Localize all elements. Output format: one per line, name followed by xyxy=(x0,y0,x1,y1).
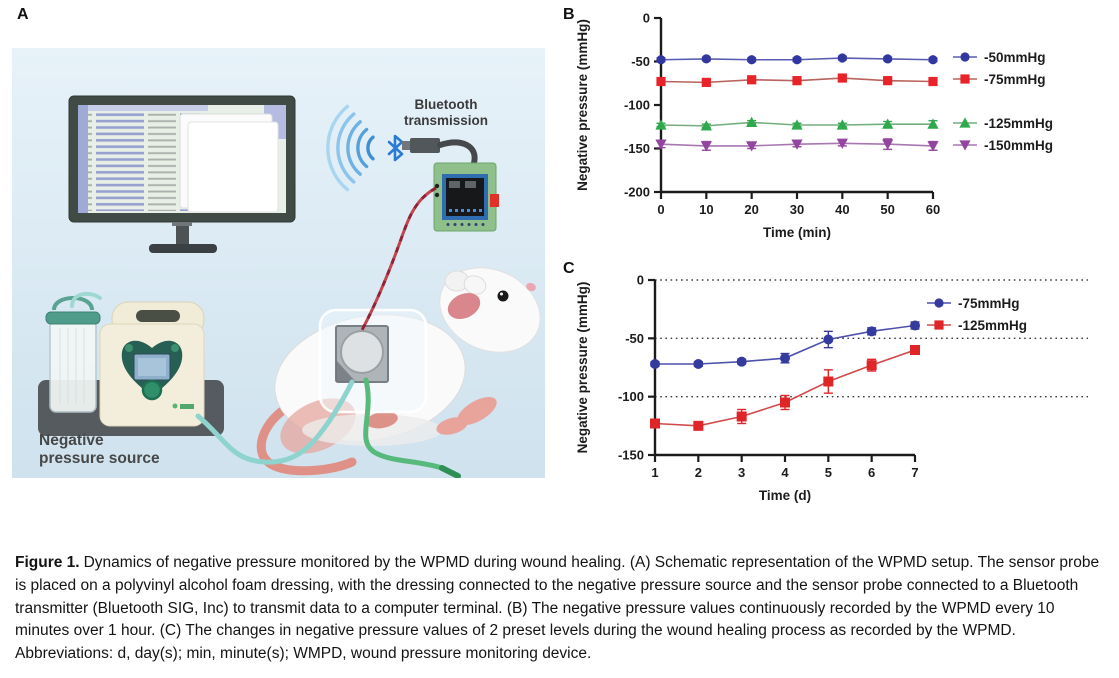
computer-monitor xyxy=(68,95,296,253)
series--75mmHg xyxy=(650,320,920,369)
spreadsheet-row-header xyxy=(78,105,88,213)
rat-nose xyxy=(526,282,536,292)
canister-lid xyxy=(45,311,101,325)
svg-text:-200: -200 xyxy=(624,185,650,200)
svg-text:30: 30 xyxy=(790,202,804,217)
svg-text:Time (min): Time (min) xyxy=(763,225,831,240)
bluetooth-signal-arcs-icon xyxy=(326,104,375,192)
svg-text:-75mmHg: -75mmHg xyxy=(958,296,1020,311)
axes: 0 -50 -100 -150 1 2 3 4 5 6 7 Time (d) Negative pres… xyxy=(575,273,919,504)
rat-inner-ear xyxy=(447,292,481,320)
schematic-svg: Bluetooth transmission xyxy=(12,48,545,479)
caption-body: Dynamics of negative pressure monitored … xyxy=(15,554,1100,663)
bluetooth-label-line1: Bluetooth xyxy=(415,97,478,112)
figure-caption: Figure 1. Dynamics of negative pressure m… xyxy=(15,552,1112,666)
series--50mmHg xyxy=(656,53,938,65)
legend-item--125mmHg: -125mmHg xyxy=(927,318,1027,333)
panel-a-illustration: Bluetooth transmission xyxy=(12,48,545,479)
axes: 0 -50 -100 -150 -200 0 10 20 30 40 50 60 Time (min) N… xyxy=(575,11,940,241)
svg-text:-100: -100 xyxy=(624,98,650,113)
svg-text:-125mmHg: -125mmHg xyxy=(984,116,1053,131)
svg-text:-150: -150 xyxy=(618,448,644,463)
source-label-line2: pressure source xyxy=(39,450,160,467)
collection-canister xyxy=(45,291,102,413)
usb-cable xyxy=(437,139,478,166)
svg-text:2: 2 xyxy=(695,465,702,480)
svg-text:4: 4 xyxy=(781,465,789,480)
monitor-pole xyxy=(176,226,189,245)
panel-c-label: C xyxy=(563,260,575,277)
rat-eye xyxy=(497,290,509,302)
svg-text:-50: -50 xyxy=(625,331,644,346)
monitor-base xyxy=(149,244,217,253)
bluetooth-transmitter-board xyxy=(433,162,499,232)
legend-item--125mmHg: -125mmHg xyxy=(953,116,1053,131)
svg-text:5: 5 xyxy=(825,465,832,480)
drain-tube-tip xyxy=(439,465,461,479)
sensor-probe xyxy=(340,330,384,374)
svg-text:-50mmHg: -50mmHg xyxy=(984,50,1046,65)
svg-text:-75mmHg: -75mmHg xyxy=(984,72,1046,87)
document-window-front xyxy=(187,121,279,213)
svg-text:-150: -150 xyxy=(624,141,650,156)
panel-b-label: B xyxy=(563,6,575,23)
svg-text:0: 0 xyxy=(637,273,644,288)
usb-dongle xyxy=(402,138,478,166)
board-red-chip xyxy=(490,194,499,207)
svg-text:60: 60 xyxy=(926,202,940,217)
bluetooth-icon xyxy=(387,134,404,162)
source-label-line1: Negative xyxy=(39,432,104,449)
svg-text:10: 10 xyxy=(699,202,713,217)
legend-item--75mmHg: -75mmHg xyxy=(927,296,1020,311)
device-button-right xyxy=(171,344,179,352)
chart-b: 0 -50 -100 -150 -200 0 10 20 30 40 50 60 Time (min) N… xyxy=(575,11,1053,241)
caption-tag: Figure 1. xyxy=(15,554,80,571)
legend-item--75mmHg: -75mmHg xyxy=(953,72,1046,87)
svg-text:-125mmHg: -125mmHg xyxy=(958,318,1027,333)
series--125mmHg xyxy=(650,345,920,431)
monitor-neck xyxy=(172,222,192,226)
svg-text:Negative pressure (mmHg): Negative pressure (mmHg) xyxy=(575,19,590,191)
svg-text:0: 0 xyxy=(657,202,664,217)
svg-text:40: 40 xyxy=(835,202,849,217)
svg-text:Time (d): Time (d) xyxy=(759,488,811,503)
svg-text:3: 3 xyxy=(738,465,745,480)
sensor-wire xyxy=(360,186,437,331)
device-button-left xyxy=(125,344,133,352)
legend-item--50mmHg: -50mmHg xyxy=(953,50,1046,65)
drain-tube xyxy=(363,377,445,471)
series--150mmHg xyxy=(655,138,939,152)
device-knob xyxy=(141,379,163,401)
svg-text:-100: -100 xyxy=(618,389,644,404)
negative-pressure-device xyxy=(99,301,205,427)
svg-text:0: 0 xyxy=(643,11,650,26)
series--75mmHg xyxy=(656,73,938,87)
suction-tube xyxy=(195,379,355,465)
chart-c: 0 -50 -100 -150 1 2 3 4 5 6 7 Time (d) Negative pres… xyxy=(575,273,1088,504)
svg-text:Negative pressure (mmHg): Negative pressure (mmHg) xyxy=(575,282,590,454)
legend-item--150mmHg: -150mmHg xyxy=(953,138,1053,153)
svg-text:6: 6 xyxy=(868,465,875,480)
series--125mmHg xyxy=(655,116,939,131)
tubing xyxy=(195,377,461,479)
svg-text:-150mmHg: -150mmHg xyxy=(984,138,1053,153)
bluetooth-label-line2: transmission xyxy=(404,113,488,128)
svg-text:50: 50 xyxy=(880,202,894,217)
svg-text:7: 7 xyxy=(911,465,918,480)
dressing-and-sensor xyxy=(318,308,428,414)
svg-text:-50: -50 xyxy=(631,54,650,69)
panel-a-label: A xyxy=(17,6,29,23)
svg-text:1: 1 xyxy=(651,465,658,480)
rat-hind-foot xyxy=(457,397,497,425)
rat-front-paw xyxy=(436,417,468,435)
svg-text:20: 20 xyxy=(744,202,758,217)
